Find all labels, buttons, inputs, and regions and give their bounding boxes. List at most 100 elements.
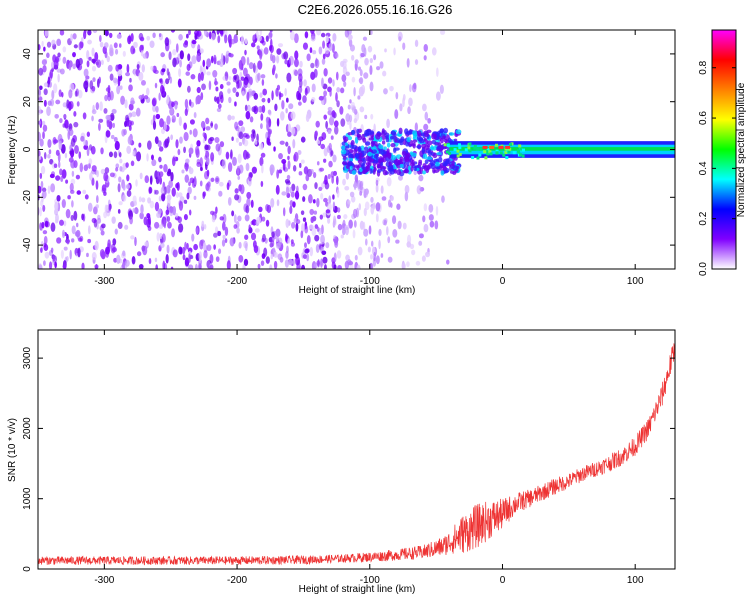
spectrogram-cell: [406, 241, 412, 248]
spectrogram-cell: [184, 108, 188, 116]
spectrogram-cell: [99, 34, 102, 43]
spectrogram-cell: [73, 121, 79, 128]
spectrogram-hotspot: [488, 150, 492, 154]
spectrogram-cell: [73, 210, 78, 221]
spectrogram-cell: [76, 190, 82, 195]
spectrogram-cell: [418, 233, 424, 239]
spectrogram-cell: [172, 57, 177, 68]
spectrogram-cell: [56, 237, 62, 244]
snr-y-label: SNR (10 * v/v): [7, 418, 18, 482]
spectrogram-cell: [141, 44, 144, 51]
spectrogram-cell: [110, 134, 115, 140]
spectrogram-cell: [234, 101, 237, 107]
spectrogram-cell: [38, 149, 41, 158]
y-tick-label: 1000: [22, 487, 33, 510]
spectrogram-cell: [83, 68, 89, 77]
spectrogram-hotspot: [507, 150, 511, 154]
spectrogram-cell: [304, 87, 308, 96]
spectrogram-cell: [77, 247, 81, 258]
spectrogram-cell: [424, 111, 429, 121]
spectrogram-cell: [161, 192, 166, 202]
spectrogram-cell: [370, 140, 375, 148]
spectrogram-cell: [285, 218, 290, 229]
spectrogram-cell: [441, 195, 445, 203]
spectrogram-cell: [82, 189, 87, 195]
spectrogram-cell: [144, 175, 150, 184]
spectrogram-cell: [226, 182, 230, 191]
spectrogram-cell: [279, 93, 284, 98]
spectrogram-cell: [385, 136, 390, 143]
spectrogram-cell: [402, 42, 406, 50]
spectrogram-cell: [431, 47, 437, 56]
spectrogram-cell: [68, 89, 73, 99]
spectrogram-cell: [116, 85, 121, 95]
spectrogram-cell: [323, 67, 328, 77]
spectrogram-cell: [158, 33, 162, 38]
spectrogram-cell: [293, 33, 299, 44]
spectrogram-cell: [354, 254, 358, 261]
spectrogram-cell: [92, 59, 96, 65]
spectrogram-cell: [233, 224, 238, 229]
spectrogram-cell: [91, 177, 95, 186]
spectrogram-cell: [177, 78, 182, 88]
spectrogram-cell: [253, 92, 259, 100]
spectrogram-cell: [157, 140, 162, 148]
spectrogram-cell: [342, 178, 346, 186]
spectrogram-cell: [336, 250, 342, 259]
spectrogram-cell: [434, 220, 439, 230]
spectrogram-cell: [112, 238, 117, 246]
spectrogram-cell: [345, 164, 350, 169]
spectrogram-cell: [217, 230, 222, 237]
spectrogram-cell: [87, 225, 91, 235]
spectrogram-cell: [389, 85, 394, 92]
spectrogram-cell: [128, 125, 132, 131]
spectrogram-cell: [119, 158, 123, 164]
spectrogram-cell: [439, 30, 446, 35]
spectrogram-cell: [43, 99, 47, 107]
spectrogram-cell: [183, 146, 187, 154]
spectrogram-cell: [111, 216, 116, 224]
spectrogram-cell: [373, 154, 378, 159]
spectrogram-cell: [293, 217, 297, 224]
spectrogram-cell: [229, 151, 233, 160]
spectrogram-cell: [91, 47, 95, 57]
spectrogram-hotspot: [518, 144, 522, 148]
spectrogram-cell: [229, 237, 235, 247]
spectrogram-cell: [276, 55, 280, 64]
spectrogram-cell: [357, 159, 363, 164]
spectrogram-cell: [406, 161, 410, 166]
spectrogram-cell: [353, 183, 359, 189]
spectrogram-cell: [337, 264, 342, 269]
spectrogram-cell: [274, 103, 278, 112]
spectrogram-cell: [305, 113, 310, 122]
spectrogram-cell: [127, 35, 132, 45]
spectrogram-cell: [290, 111, 296, 120]
spectrogram-cell: [186, 242, 189, 250]
spectrogram-cell: [198, 251, 202, 261]
spectrogram-cell: [276, 48, 282, 55]
spectrogram-cell: [327, 173, 331, 180]
spectrogram-cell: [270, 253, 274, 260]
spectrogram-hotspot: [446, 144, 450, 148]
spectrogram-cell: [331, 110, 336, 118]
spectrogram-cell: [235, 91, 240, 98]
spectrogram-cell: [70, 214, 74, 221]
spectrogram-cell: [164, 37, 170, 47]
spectrogram-cell: [52, 136, 57, 145]
spectrogram-cell: [136, 151, 142, 162]
spectrogram-cell: [312, 199, 316, 204]
spectrogram-cell: [219, 84, 224, 90]
spectrogram-cell: [67, 195, 71, 200]
spectrogram-cell: [238, 141, 243, 147]
spectrogram-cell: [234, 121, 239, 130]
spectrogram-cell: [353, 86, 356, 97]
spectrogram-cell: [284, 259, 289, 268]
spectrogram-cell: [254, 139, 258, 145]
spectrogram-cell: [365, 165, 371, 172]
x-tick-label: -300: [94, 276, 114, 287]
spectrogram-cell: [299, 60, 303, 68]
spectrogram-cell: [141, 64, 145, 73]
spectrogram-cell: [375, 202, 381, 212]
spectrogram-cell: [165, 78, 170, 85]
y-tick-label: 0: [22, 146, 33, 152]
